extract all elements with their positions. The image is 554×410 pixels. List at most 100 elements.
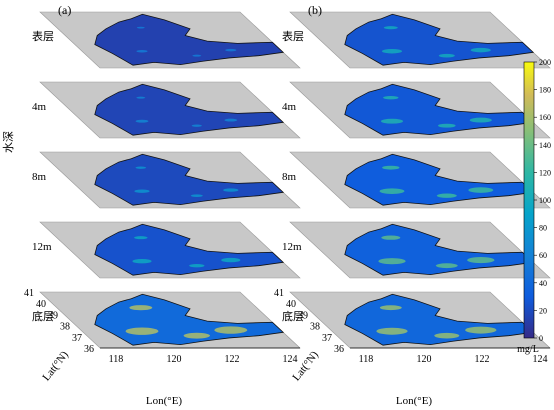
depth-label: 8m (282, 171, 297, 183)
x-tick-label: 118 (359, 354, 374, 365)
x-tick-label: 118 (109, 354, 124, 365)
concentration-patch (376, 327, 408, 335)
x-axis-label: Lon(°E) (146, 395, 183, 407)
z-axis-label: 水深 (2, 131, 15, 153)
concentration-patch (134, 189, 150, 193)
colorbar-tick-label: 160 (539, 113, 551, 122)
panel-a: 表层 4m 8m 12m 底层 (a) 118 120 122 124 Lon(°E) 3637383… (24, 3, 301, 407)
concentration-patch (224, 118, 238, 122)
concentration-patch (221, 257, 241, 263)
layer-4: 12m (282, 221, 551, 279)
layer-1: 表层 (282, 11, 551, 69)
concentration-patch (378, 258, 406, 265)
panel-label: (b) (308, 3, 322, 17)
concentration-patch (383, 95, 399, 100)
colorbar-tick-label: 40 (539, 279, 547, 288)
depth-label: 12m (282, 241, 302, 253)
layer-5: 底层 (32, 291, 301, 349)
depth-label: 表层 (282, 29, 304, 43)
depth-label: 12m (32, 241, 52, 253)
y-tick-label: 39 (48, 310, 58, 321)
layer-3: 8m (32, 151, 301, 209)
x-tick-label: 124 (283, 354, 298, 365)
concentration-patch (381, 118, 403, 124)
layer-2: 4m (32, 81, 301, 139)
concentration-patch (469, 117, 492, 123)
concentration-patch (135, 166, 147, 169)
y-tick-label: 41 (24, 288, 34, 299)
layer-5: 底层 (282, 291, 551, 349)
concentration-patch (381, 235, 401, 240)
colorbar-unit: mg/L (517, 344, 539, 355)
depth-label: 底层 (282, 309, 304, 323)
y-tick-label: 38 (60, 322, 70, 333)
concentration-patch (438, 53, 455, 58)
concentration-patch (183, 332, 210, 339)
layer-4: 12m (32, 221, 301, 279)
layer-1: 表层 (32, 11, 301, 69)
concentration-patch (214, 326, 248, 334)
y-tick-label: 40 (36, 299, 46, 310)
concentration-patch (468, 187, 494, 193)
x-axis-label: Lon(°E) (396, 395, 433, 407)
colorbar-tick-label: 100 (539, 196, 551, 205)
x-tick-label: 122 (225, 354, 240, 365)
colorbar-gradient (523, 61, 535, 339)
concentration-patch (379, 305, 402, 311)
y-tick-label: 37 (72, 333, 82, 344)
concentration-patch (438, 123, 456, 128)
y-tick-label: 41 (274, 288, 284, 299)
y-tick-label: 38 (310, 322, 320, 333)
concentration-patch (136, 49, 148, 53)
y-tick-label: 39 (298, 310, 308, 321)
concentration-patch (136, 26, 145, 29)
concentration-patch (189, 263, 205, 268)
colorbar-tick-label: 20 (539, 306, 547, 315)
concentration-patch (223, 188, 239, 192)
concentration-patch (435, 263, 458, 269)
concentration-patch (129, 305, 153, 311)
concentration-patch (125, 327, 159, 335)
x-tick-label: 124 (533, 354, 548, 365)
colorbar-tick-label: 180 (539, 86, 551, 95)
concentration-patch (191, 124, 202, 127)
colorbar-tick-label: 0 (539, 334, 543, 343)
y-tick-label: 40 (286, 299, 296, 310)
concentration-patch (382, 165, 400, 170)
panel-label: (a) (58, 3, 71, 17)
concentration-patch (465, 326, 497, 334)
depth-label: 表层 (32, 29, 54, 43)
x-tick-label: 120 (417, 354, 432, 365)
colorbar-tick-label: 200 (539, 58, 551, 67)
colorbar: 0 20 40 60 80 100 120 140 160 180 200 mg/L (517, 58, 551, 355)
concentration-patch (470, 47, 491, 53)
concentration-patch (434, 332, 460, 339)
concentration-patch (467, 257, 495, 264)
depth-label: 4m (282, 101, 297, 113)
concentration-patch (379, 188, 405, 194)
concentration-patch (382, 48, 402, 54)
depth-label: 底层 (32, 309, 54, 323)
y-axis-label: Lat(°N) (40, 349, 71, 384)
x-tick-label: 122 (475, 354, 490, 365)
y-tick-label: 37 (322, 333, 332, 344)
concentration-patch (225, 48, 237, 52)
concentration-patch (192, 54, 202, 57)
concentration-patch (436, 193, 457, 198)
depth-label: 4m (32, 101, 47, 113)
depth-label: 8m (32, 171, 47, 183)
concentration-patch (190, 194, 203, 198)
concentration-patch (132, 259, 152, 264)
concentration-patch (134, 236, 148, 240)
colorbar-tick-label: 120 (539, 168, 551, 177)
concentration-patch (136, 96, 146, 99)
x-tick-label: 120 (167, 354, 182, 365)
y-tick-label: 36 (334, 344, 344, 355)
layer-2: 4m (282, 81, 551, 139)
concentration-patch (383, 26, 398, 30)
panel-b: 表层 4m 8m 12m 底层 (b) 118 120 122 124 Lon(°E) 3637383… (274, 3, 551, 407)
colorbar-tick-label: 140 (539, 141, 551, 150)
layer-3: 8m (282, 151, 551, 209)
colorbar-tick-label: 60 (539, 251, 547, 260)
